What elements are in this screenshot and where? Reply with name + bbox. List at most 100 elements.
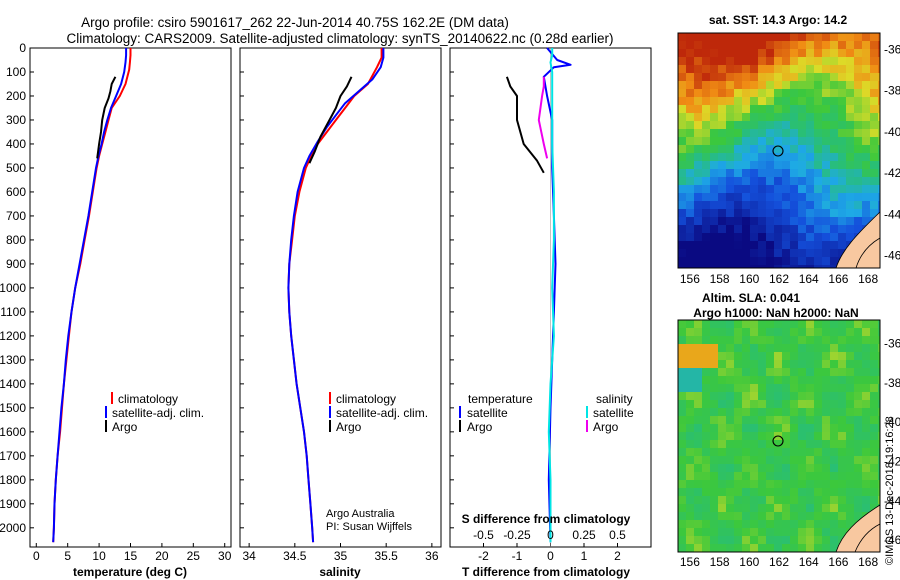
sla-cell: [742, 432, 750, 440]
sst-cell: [734, 153, 742, 161]
sla-cell: [758, 416, 766, 424]
temperature-panel-frame: [29, 47, 232, 548]
title-line-1: Argo profile: csiro 5901617_262 22-Jun-2…: [81, 15, 509, 30]
sla-cell: [726, 392, 734, 400]
sla-cell: [790, 440, 798, 448]
sla-cell: [782, 512, 790, 520]
sla-cell: [798, 416, 806, 424]
sla-cell: [702, 320, 710, 328]
sla-cell: [750, 376, 758, 384]
sst-cell: [822, 57, 830, 65]
sst-cell: [790, 41, 798, 49]
sla-cell: [806, 464, 814, 472]
sla-cell: [870, 344, 878, 352]
sla-cell: [782, 416, 790, 424]
sst-cell: [838, 113, 846, 121]
sst-cell: [774, 169, 782, 177]
sst-cell: [870, 193, 878, 201]
sst-cell: [678, 265, 686, 268]
sst-cell: [854, 89, 862, 97]
sla-cell: [822, 432, 830, 440]
sla-cell: [798, 488, 806, 496]
sst-cell: [694, 89, 702, 97]
sst-cell: [702, 49, 710, 57]
sst-cell: [782, 49, 790, 57]
sla-cell: [766, 408, 774, 416]
sst-cell: [726, 113, 734, 121]
series-line-climatology: [52, 48, 132, 543]
sla-cell: [878, 416, 880, 424]
sst-cell: [854, 113, 862, 121]
sst-cell: [726, 81, 734, 89]
sla-cell: [782, 464, 790, 472]
sla-cell: [862, 432, 870, 440]
sla-cell: [742, 480, 750, 488]
sst-cell: [846, 201, 854, 209]
sst-cell: [814, 185, 822, 193]
sla-cell: [798, 440, 806, 448]
sla-cell: [806, 408, 814, 416]
sla-cell: [878, 320, 880, 328]
sst-cell: [750, 129, 758, 137]
sst-cell: [830, 121, 838, 129]
sst-cell: [782, 81, 790, 89]
sst-cell: [678, 225, 686, 233]
sst-cell: [838, 57, 846, 65]
sst-cell: [854, 185, 862, 193]
sst-cell: [686, 193, 694, 201]
sst-cell: [694, 137, 702, 145]
sla-cell: [814, 344, 822, 352]
sla-cell: [782, 432, 790, 440]
sla-cell: [878, 464, 880, 472]
sst-cell: [814, 89, 822, 97]
sst-cell: [766, 249, 774, 257]
sla-cell: [790, 464, 798, 472]
sst-cell: [710, 153, 718, 161]
x-tick-label: 34: [242, 549, 256, 563]
sla-cell: [758, 376, 766, 384]
sla-cell: [798, 376, 806, 384]
sst-cell: [814, 201, 822, 209]
sla-cell: [718, 336, 726, 344]
sla-cell: [798, 432, 806, 440]
x-tick-label: -1: [512, 549, 523, 563]
sst-cell: [798, 177, 806, 185]
sst-cell: [830, 185, 838, 193]
sla-cell: [718, 528, 726, 536]
sst-cell: [734, 201, 742, 209]
sla-cell: [694, 376, 702, 384]
sla-cell: [838, 472, 846, 480]
sst-cell: [870, 153, 878, 161]
sst-cell: [766, 257, 774, 265]
sla-cell: [742, 344, 750, 352]
sst-cell: [790, 105, 798, 113]
sla-cell: [790, 360, 798, 368]
sst-cell: [846, 49, 854, 57]
sla-cell: [758, 424, 766, 432]
sla-cell: [870, 408, 878, 416]
sla-cell: [822, 496, 830, 504]
sst-cell: [710, 233, 718, 241]
sla-cell: [742, 384, 750, 392]
sst-cell: [854, 137, 862, 145]
sla-cell: [782, 488, 790, 496]
series-line-temperature-satellite: [542, 47, 572, 543]
sst-cell: [862, 49, 870, 57]
sst-cell: [822, 153, 830, 161]
sla-cell: [710, 456, 718, 464]
sst-cell: [814, 57, 822, 65]
sst-cell: [766, 41, 774, 49]
sst-cell: [862, 89, 870, 97]
sla-cell: [782, 392, 790, 400]
sst-cell: [742, 65, 750, 73]
lon-tick-label: 160: [739, 555, 759, 569]
sla-cell: [838, 352, 846, 360]
sla-cell: [678, 400, 686, 408]
sla-cell: [830, 440, 838, 448]
sla-cell: [790, 496, 798, 504]
sst-cell: [694, 249, 702, 257]
sla-cell: [758, 384, 766, 392]
sst-cell: [702, 57, 710, 65]
sla-cell: [678, 544, 686, 552]
sla-cell: [750, 432, 758, 440]
